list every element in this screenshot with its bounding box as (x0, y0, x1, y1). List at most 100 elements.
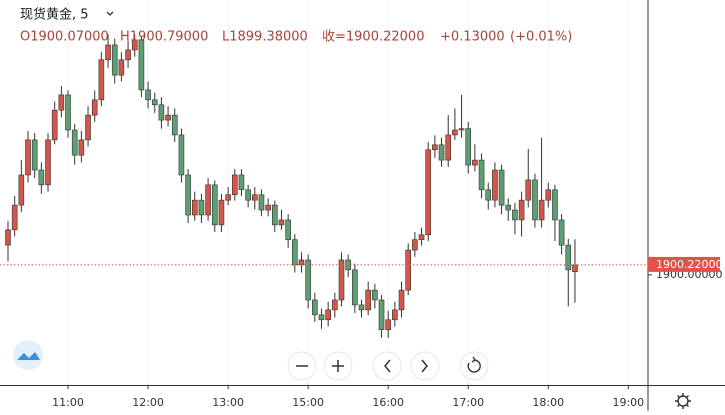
candle-body (98, 59, 105, 101)
candle-body (392, 309, 398, 321)
candle-body (358, 304, 365, 311)
last-price-badge (648, 256, 720, 272)
candle-body (492, 169, 498, 201)
scroll-right-button[interactable] (410, 351, 440, 381)
candle-body (292, 239, 298, 266)
candle-body (218, 199, 225, 226)
candle-body (532, 179, 538, 221)
candle-body (198, 199, 205, 216)
candle-body (425, 149, 432, 236)
x-tick-label: 19:00 (612, 396, 644, 409)
candle-body (78, 139, 85, 156)
candle-body (51, 109, 58, 141)
reset-arrow (471, 356, 476, 363)
candle-body (312, 299, 318, 316)
candle-body (38, 169, 45, 186)
candle-body (485, 189, 492, 201)
candle-body (118, 59, 125, 76)
candle-body (365, 289, 371, 311)
scroll-left-button[interactable] (372, 351, 402, 381)
candle-body (191, 199, 198, 216)
logo[interactable] (13, 340, 43, 370)
settings[interactable] (675, 393, 691, 409)
candle-body (525, 179, 532, 201)
ohlc-legend: O1900.07000 H1900.79000 L1899.38000 收=1900.… (20, 30, 572, 45)
legend-text: (+0.01%) (510, 30, 572, 45)
candle-body (131, 39, 138, 51)
reset-icon (467, 359, 481, 373)
candle-body (385, 319, 391, 330)
candle-body (258, 194, 265, 211)
candle-body (85, 114, 91, 141)
logo-mark (17, 352, 40, 360)
candle-body (165, 114, 171, 121)
candle-body (158, 104, 165, 121)
candle-body (458, 128, 465, 131)
candle-body (71, 129, 78, 156)
candle-body (151, 99, 158, 106)
candle-body (405, 249, 412, 291)
right-icon (421, 359, 428, 373)
x-tick-label: 17:00 (452, 396, 484, 409)
candle-body (111, 44, 118, 76)
candle-body (138, 39, 145, 91)
candle-body (305, 259, 311, 301)
candle-body (211, 184, 218, 226)
legend-text: L1899.38000 (222, 30, 308, 45)
candle-body (498, 169, 505, 206)
candle-body (378, 299, 385, 330)
legend-text: +0.13000 (440, 30, 505, 45)
candle-body (205, 184, 211, 216)
candle-body (251, 194, 258, 201)
candle-body (45, 139, 51, 186)
candle-body (505, 204, 512, 211)
candle-body (18, 174, 25, 206)
symbol-dropdown[interactable] (106, 11, 114, 16)
candle-body (125, 49, 131, 61)
candle-body (58, 94, 65, 111)
x-tick-label: 18:00 (532, 396, 564, 409)
plus-icon (332, 360, 344, 372)
candle-body (332, 299, 338, 311)
candle-body (418, 234, 425, 241)
candle-body (91, 99, 98, 116)
candle-body (412, 239, 418, 251)
candle-body (452, 129, 458, 136)
candle-body (178, 134, 185, 176)
last-price-label: 1900.22000 (656, 258, 722, 271)
candle-body (445, 134, 452, 161)
chart-title: 现货黄金, 5 (20, 7, 89, 23)
candle-body (265, 204, 271, 211)
candle-body (558, 219, 565, 246)
candle-body (512, 209, 518, 221)
candle-body (25, 139, 31, 176)
candle-body (11, 204, 18, 231)
legend-text: H1900.79000 (120, 30, 208, 45)
x-tick-label: 16:00 (372, 396, 404, 409)
candle-body (31, 139, 38, 171)
logo-circle[interactable] (13, 340, 43, 370)
candle-body (398, 289, 405, 311)
settings-teeth (675, 393, 691, 409)
candle-body (432, 144, 438, 151)
candle-body (325, 309, 331, 321)
candle-body (565, 244, 572, 271)
candle-body (225, 194, 231, 201)
candle-body (318, 314, 325, 321)
candle-body (231, 174, 238, 196)
candle-body (285, 219, 291, 241)
zoom-controls (287, 351, 489, 381)
candle-body (352, 269, 358, 306)
axes: 11:00 12:00 13:00 15:00 16:00 17:00 18:00 19:00… (52, 256, 722, 409)
x-tick-label: 12:00 (132, 396, 164, 409)
candle-body (438, 144, 445, 161)
candle-body (572, 264, 578, 272)
candle-body (65, 94, 71, 131)
candle-body (278, 219, 285, 226)
reset-button[interactable] (459, 351, 489, 381)
candle-body (271, 204, 278, 226)
candle-body (245, 189, 251, 201)
candle-body (478, 159, 485, 191)
candle-body (5, 229, 11, 246)
